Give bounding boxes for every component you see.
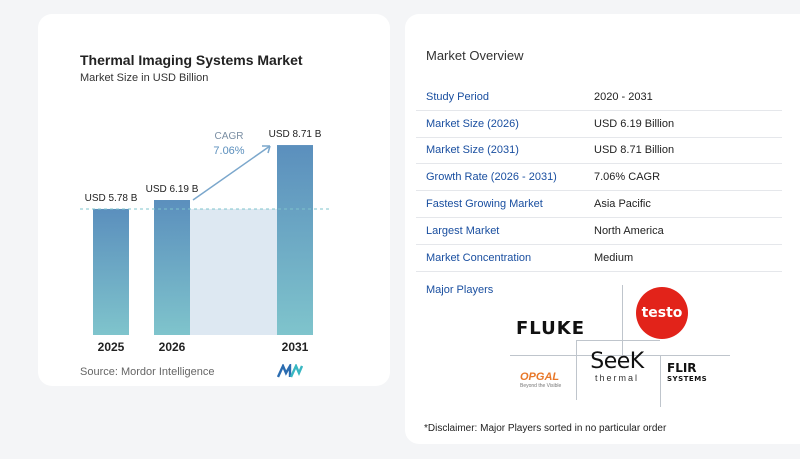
table-row: Growth Rate (2026 - 2031) 7.06% CAGR: [416, 164, 782, 192]
flir-systems-logo: FLIR SYSTEMS: [667, 361, 708, 385]
table-row: Study Period 2020 - 2031: [416, 84, 782, 111]
data-label-2026: USD 6.19 B: [146, 184, 199, 195]
table-row: Market Size (2026) USD 6.19 Billion: [416, 111, 782, 138]
row-value: USD 6.19 Billion: [594, 117, 675, 130]
chart-title: Thermal Imaging Systems Market: [80, 52, 303, 68]
row-key: Market Size (2026): [426, 117, 519, 130]
cagr-value: 7.06%: [213, 145, 244, 157]
row-value: Medium: [594, 251, 634, 264]
row-value: 7.06% CAGR: [594, 171, 661, 184]
overview-title: Market Overview: [426, 48, 524, 63]
table-row: Fastest Growing Market Asia Pacific: [416, 191, 782, 218]
flir-logo-sub: SYSTEMS: [667, 375, 708, 383]
x-tick-2026: 2026: [159, 340, 186, 354]
cagr-arrow-head-icon: [262, 145, 271, 154]
seek-logo-main: SeeK: [590, 349, 644, 374]
bar-2026: [154, 200, 190, 335]
major-players-label: Major Players: [426, 284, 494, 296]
testo-logo: testo: [636, 287, 688, 339]
row-value: 2020 - 2031: [594, 90, 653, 103]
bar-2031: [277, 145, 313, 335]
table-row: Market Concentration Medium: [416, 245, 782, 272]
row-value: USD 8.71 Billion: [594, 144, 675, 157]
divider: [576, 340, 577, 400]
cagr-arrow-line: [192, 145, 271, 201]
seek-thermal-logo: SeeK thermal: [578, 349, 656, 384]
table-row: Market Size (2031) USD 8.71 Billion: [416, 138, 782, 165]
opgal-logo: OPGAL Beyond the Visible: [520, 371, 561, 389]
row-value: Asia Pacific: [594, 198, 651, 211]
row-key: Fastest Growing Market: [426, 198, 543, 211]
divider: [660, 355, 661, 407]
data-label-2025: USD 5.78 B: [85, 193, 138, 204]
divider: [622, 285, 623, 355]
row-key: Largest Market: [426, 224, 500, 237]
row-value: North America: [594, 224, 664, 237]
disclaimer: *Disclaimer: Major Players sorted in no …: [424, 423, 667, 434]
overview-card: [405, 14, 800, 444]
x-tick-2031: 2031: [282, 340, 309, 354]
bar-2025: [93, 208, 129, 335]
data-label-2031: USD 8.71 B: [269, 129, 322, 140]
chart-subtitle: Market Size in USD Billion: [80, 72, 209, 84]
opgal-logo-sub: Beyond the Visible: [520, 383, 562, 389]
bar-chart: USD 5.78 B 2025 USD 6.19 B 2026 USD 8.71 B 20…: [80, 129, 330, 354]
row-key: Market Concentration: [426, 251, 532, 264]
row-key: Growth Rate (2026 - 2031): [426, 171, 557, 184]
major-players-logos: FLUKE testo SeeK thermal FLIR SYSTEMS OP…: [510, 285, 740, 410]
chart-source: Source: Mordor Intelligence: [80, 366, 215, 378]
seek-logo-sub: thermal: [594, 373, 639, 383]
table-row: Largest Market North America: [416, 218, 782, 245]
x-tick-2025: 2025: [98, 340, 125, 354]
row-key: Study Period: [426, 90, 489, 103]
cagr-label: CAGR: [215, 131, 244, 142]
fluke-logo: FLUKE: [516, 318, 585, 339]
overview-table: Study Period 2020 - 2031 Market Size (202…: [416, 84, 782, 272]
divider: [576, 340, 660, 341]
row-key: Market Size (2031): [426, 144, 519, 157]
mordor-logo-icon: [277, 364, 303, 378]
divider: [510, 355, 730, 356]
opgal-logo-main: OPGAL: [520, 371, 560, 383]
flir-logo-main: FLIR: [667, 361, 697, 375]
